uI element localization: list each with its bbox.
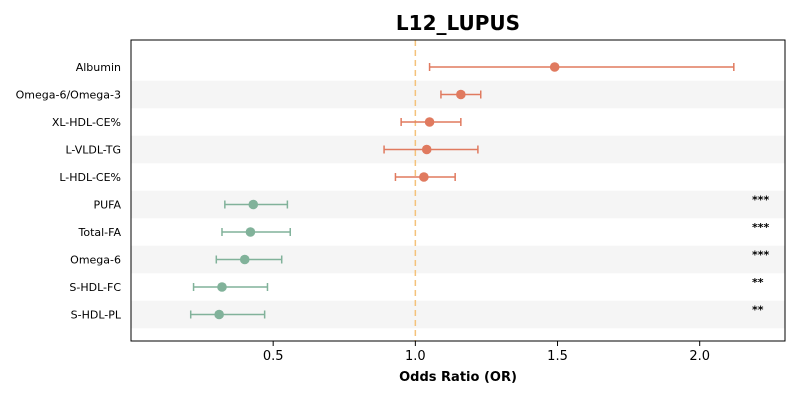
data-marks [189, 62, 735, 320]
row-label: L-VLDL-TG [65, 144, 121, 157]
or-point [419, 172, 429, 182]
or-point [214, 309, 224, 320]
or-point [421, 144, 432, 155]
row-label: PUFA [93, 199, 121, 212]
row-label: Albumin [76, 61, 121, 74]
x-axis-label: Odds Ratio (OR) [399, 370, 517, 385]
row-label: Total-FA [77, 226, 121, 239]
or-point [245, 227, 256, 237]
significance-label: *** [752, 249, 770, 262]
significance-label: ** [752, 276, 764, 289]
or-point [239, 254, 250, 265]
x-tick-label: 1.0 [405, 349, 426, 364]
row-label: L-HDL-CE% [59, 171, 121, 184]
or-point [549, 62, 560, 72]
x-axis: 0.5 1.0 1.5 2.0 [263, 341, 710, 364]
x-tick-label: 1.5 [547, 349, 568, 364]
or-point [248, 199, 259, 210]
x-tick-label: 2.0 [689, 349, 710, 364]
row-label: XL-HDL-CE% [52, 116, 121, 129]
row-label: Omega-6/Omega-3 [16, 89, 121, 102]
row-label: S-HDL-FC [69, 281, 121, 294]
or-point [217, 282, 227, 292]
chart-title: L12_LUPUS [396, 11, 520, 35]
row-label: Omega-6 [70, 254, 121, 267]
or-point [456, 89, 466, 100]
row-label: S-HDL-PL [71, 309, 122, 322]
y-axis-labels: Albumin Omega-6/Omega-3 XL-HDL-CE% L-VLDL-T… [16, 61, 122, 322]
or-point [424, 117, 435, 127]
significance-label: ** [752, 304, 764, 317]
x-tick-label: 0.5 [263, 349, 284, 364]
significance-label: *** [752, 194, 770, 207]
plot-frame [130, 39, 786, 342]
significance-label: *** [752, 221, 770, 234]
significance-labels: ************* [752, 194, 770, 317]
